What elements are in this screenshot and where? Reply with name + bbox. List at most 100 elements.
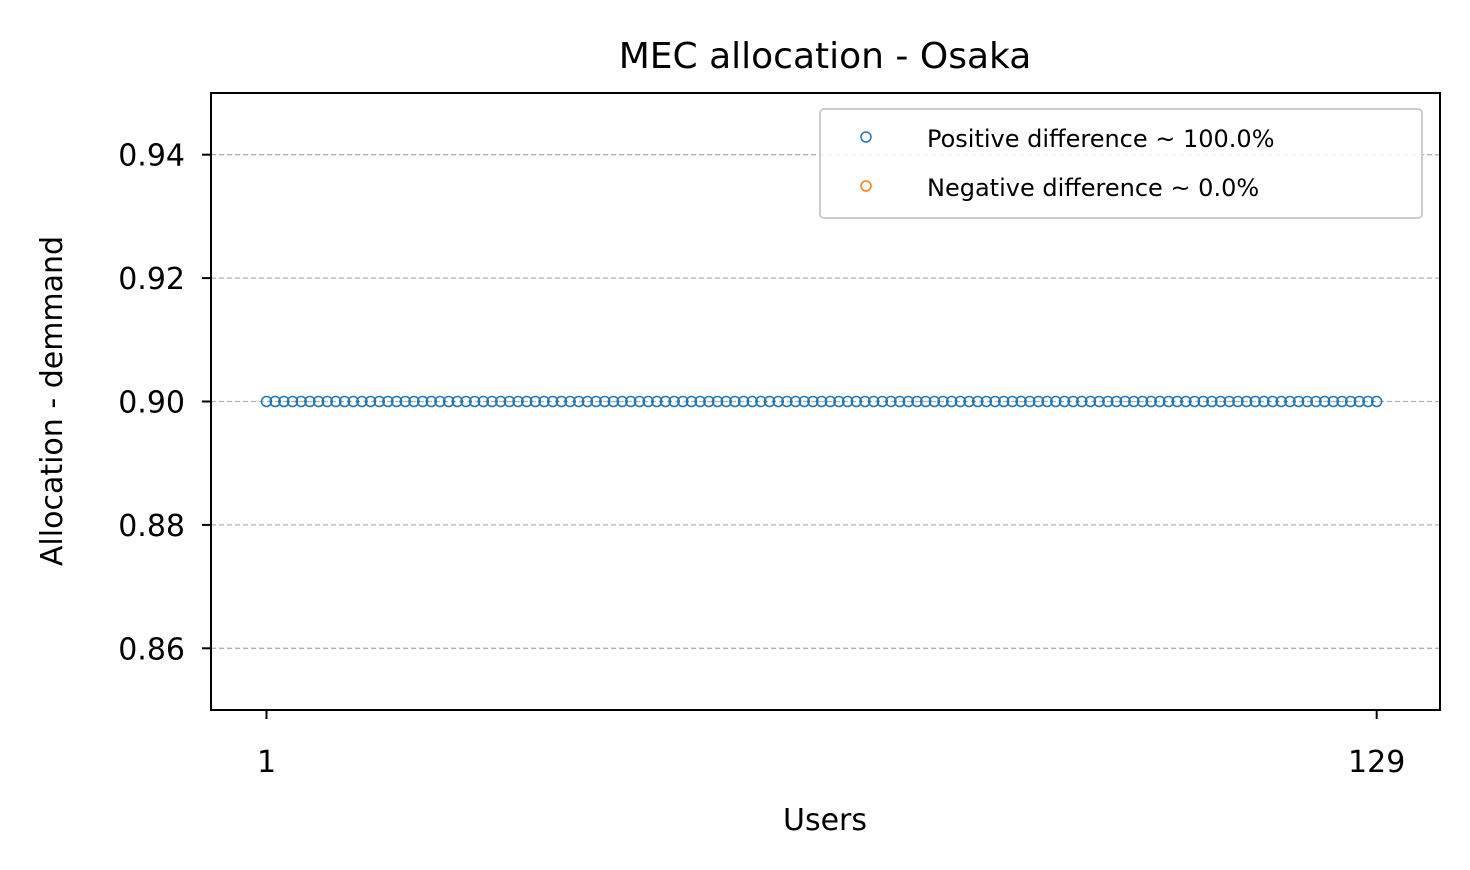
data-point	[928, 395, 941, 408]
data-point	[1258, 395, 1270, 408]
data-point	[555, 395, 568, 408]
chart-title: MEC allocation - Osaka	[619, 36, 1032, 77]
data-point	[798, 395, 811, 408]
data-point	[1223, 395, 1235, 408]
data-point	[442, 395, 455, 408]
data-point	[859, 395, 871, 408]
data-point	[1240, 395, 1253, 408]
data-point	[651, 395, 663, 408]
y-axis-ticks: 0.86 0.88 0.90 0.92 0.94	[118, 139, 211, 667]
data-point	[1292, 395, 1305, 408]
data-point	[1050, 395, 1062, 408]
y-tick-label: 0.94	[118, 139, 185, 174]
data-point	[781, 395, 793, 408]
data-point	[1284, 395, 1296, 408]
data-point	[850, 395, 863, 408]
data-point	[772, 395, 784, 408]
data-point	[824, 395, 837, 408]
data-point	[373, 395, 386, 408]
data-point	[954, 395, 967, 408]
data-point	[1275, 395, 1288, 408]
data-point	[564, 395, 576, 408]
data-point	[607, 395, 620, 408]
data-point	[893, 395, 906, 408]
data-point	[1353, 395, 1366, 408]
data-point	[468, 395, 481, 408]
data-point	[694, 395, 706, 408]
data-point	[1232, 395, 1244, 408]
data-point	[1145, 395, 1157, 408]
data-point	[1154, 395, 1166, 408]
data-point	[1344, 395, 1357, 408]
x-tick-label: 1	[257, 745, 276, 780]
data-point	[876, 395, 889, 408]
data-point	[997, 395, 1010, 408]
data-points	[260, 395, 1383, 408]
data-point	[295, 395, 307, 408]
data-point	[729, 395, 741, 408]
data-point	[494, 395, 507, 408]
data-point	[416, 395, 429, 408]
data-point	[971, 395, 984, 408]
y-tick-label: 0.88	[118, 509, 185, 544]
data-point	[1162, 395, 1175, 408]
legend-marker-negative	[860, 180, 872, 192]
y-tick-label: 0.92	[118, 262, 185, 297]
data-point	[1119, 395, 1131, 408]
data-point	[945, 395, 958, 408]
data-point	[755, 395, 767, 408]
legend-marker-positive	[860, 131, 872, 143]
y-tick-label: 0.90	[118, 386, 185, 421]
data-point	[286, 395, 299, 408]
data-point	[659, 395, 672, 408]
data-point	[1310, 395, 1322, 408]
data-point	[321, 395, 333, 408]
data-point	[546, 395, 559, 408]
data-point	[746, 395, 758, 408]
x-tick-label: 129	[1348, 745, 1405, 780]
data-point	[356, 395, 368, 408]
data-point	[581, 395, 594, 408]
legend: Positive difference ~ 100.0% Negative di…	[819, 108, 1423, 219]
data-point	[1084, 395, 1097, 408]
data-point	[269, 395, 281, 408]
data-point	[1128, 395, 1140, 408]
data-point	[815, 395, 828, 408]
data-point	[460, 395, 472, 408]
data-point	[1024, 395, 1036, 408]
data-point	[1214, 395, 1227, 408]
x-axis-label: Users	[783, 803, 867, 838]
data-point	[538, 395, 550, 408]
data-point	[703, 395, 715, 408]
data-point	[1102, 395, 1114, 408]
data-point	[451, 395, 464, 408]
data-point	[399, 395, 412, 408]
data-point	[278, 395, 290, 408]
data-point	[382, 395, 394, 408]
data-point	[980, 395, 993, 408]
data-point	[1266, 395, 1279, 408]
data-point	[408, 395, 420, 408]
data-point	[390, 395, 403, 408]
legend-label-negative: Negative difference ~ 0.0%	[927, 174, 1259, 202]
y-tick-label: 0.86	[118, 632, 185, 667]
data-point	[503, 395, 516, 408]
data-point	[789, 395, 802, 408]
data-point	[720, 395, 732, 408]
data-point	[616, 395, 628, 408]
data-point	[477, 395, 490, 408]
data-point	[1032, 395, 1045, 408]
data-point	[737, 395, 750, 408]
data-point	[885, 395, 897, 408]
data-point	[1093, 395, 1105, 408]
data-point	[1336, 395, 1348, 408]
data-point	[1362, 395, 1374, 408]
data-point	[677, 395, 689, 408]
y-axis-label: Allocation - demmand	[35, 236, 70, 566]
data-point	[304, 395, 316, 408]
x-axis-ticks: 1 129	[257, 710, 1405, 780]
data-point	[486, 395, 498, 408]
data-point	[902, 395, 915, 408]
